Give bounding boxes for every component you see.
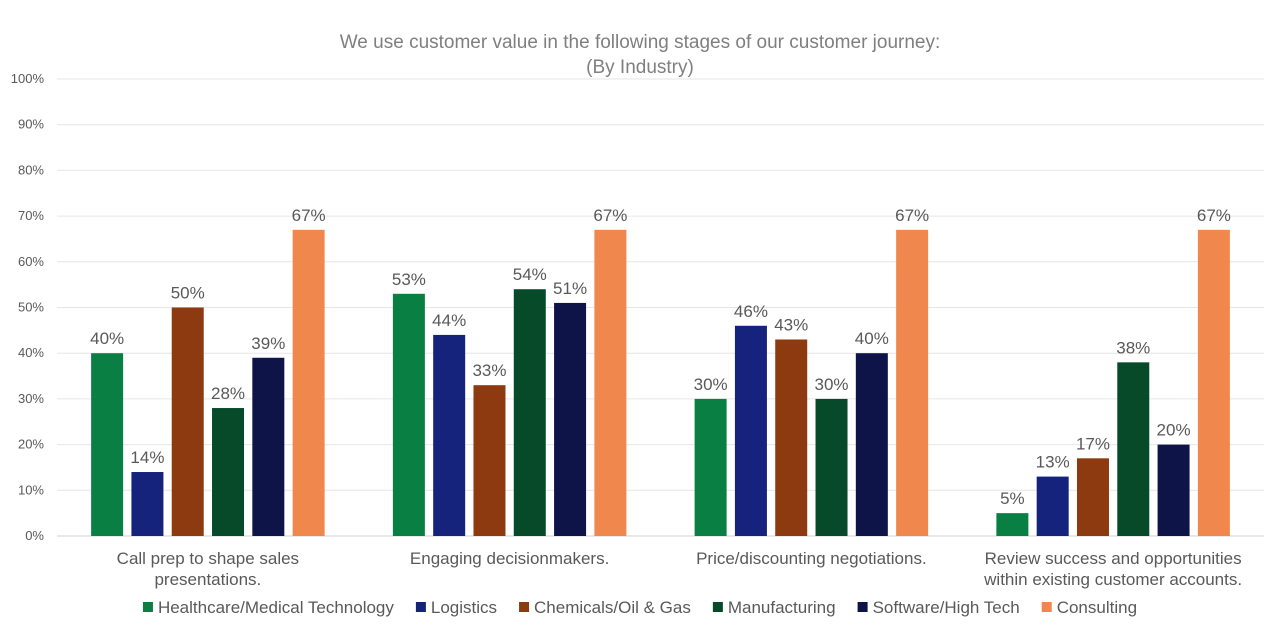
bar bbox=[131, 472, 164, 536]
y-tick-label: 40% bbox=[18, 345, 44, 360]
y-tick-label: 70% bbox=[18, 208, 44, 223]
data-label: 40% bbox=[855, 329, 889, 348]
y-tick-label: 50% bbox=[18, 300, 44, 315]
y-tick-label: 30% bbox=[18, 391, 44, 406]
legend-label: Software/High Tech bbox=[873, 598, 1020, 617]
data-label: 46% bbox=[734, 302, 768, 321]
category-label: Call prep to shape sales bbox=[117, 549, 299, 568]
legend-item: Consulting bbox=[1041, 598, 1137, 617]
chart-subtitle: (By Industry) bbox=[586, 57, 694, 78]
data-label: 17% bbox=[1076, 434, 1110, 453]
category-label: Engaging decisionmakers. bbox=[410, 549, 609, 568]
bar bbox=[513, 289, 546, 536]
bar bbox=[433, 334, 466, 536]
category-label: Review success and opportunities bbox=[985, 549, 1242, 568]
legend-item: Healthcare/Medical Technology bbox=[142, 598, 394, 617]
bar bbox=[212, 408, 245, 536]
bar bbox=[252, 357, 285, 536]
y-tick-label: 60% bbox=[18, 254, 44, 269]
x-axis-categories: Call prep to shape sales presentations. En… bbox=[117, 549, 1242, 589]
data-label: 30% bbox=[815, 375, 849, 394]
category-label: presentations. bbox=[154, 570, 261, 589]
y-tick-label: 20% bbox=[18, 437, 44, 452]
data-label: 14% bbox=[130, 448, 164, 467]
bar bbox=[554, 302, 587, 536]
bar bbox=[473, 385, 506, 536]
data-label: 51% bbox=[553, 279, 587, 298]
legend-label: Logistics bbox=[431, 598, 497, 617]
data-labels: 40% 14% 50% 28% 39% 67% 53% 44% 33% 54% 51% 67% 30% 4… bbox=[90, 206, 1231, 508]
bar bbox=[996, 513, 1029, 536]
data-label: 39% bbox=[251, 334, 285, 353]
data-label: 30% bbox=[694, 375, 728, 394]
data-label: 38% bbox=[1116, 338, 1150, 357]
data-label: 43% bbox=[774, 315, 808, 334]
legend-swatch bbox=[1041, 602, 1052, 612]
legend: Healthcare/Medical Technology Logistics Ch… bbox=[142, 598, 1137, 617]
legend-swatch bbox=[415, 602, 426, 612]
legend-swatch bbox=[712, 602, 723, 612]
bar bbox=[1197, 229, 1230, 536]
y-tick-label: 90% bbox=[18, 117, 44, 132]
bar bbox=[815, 398, 848, 536]
legend-swatch bbox=[857, 602, 868, 612]
bar bbox=[734, 325, 767, 536]
y-tick-label: 100% bbox=[11, 71, 45, 86]
data-label: 67% bbox=[593, 206, 627, 225]
bar bbox=[694, 398, 727, 536]
data-label: 67% bbox=[895, 206, 929, 225]
data-label: 13% bbox=[1036, 453, 1070, 472]
bar bbox=[896, 229, 929, 536]
data-label: 28% bbox=[211, 384, 245, 403]
bar bbox=[594, 229, 627, 536]
data-label: 40% bbox=[90, 329, 124, 348]
data-label: 20% bbox=[1157, 421, 1191, 440]
bar bbox=[1117, 362, 1150, 536]
bar bbox=[91, 353, 124, 536]
legend-label: Consulting bbox=[1057, 598, 1137, 617]
legend-item: Logistics bbox=[415, 598, 497, 617]
bar bbox=[392, 293, 425, 536]
legend-label: Healthcare/Medical Technology bbox=[158, 598, 394, 617]
bars bbox=[91, 229, 1230, 536]
data-label: 50% bbox=[171, 284, 205, 303]
y-tick-label: 0% bbox=[25, 528, 44, 543]
y-tick-label: 10% bbox=[18, 482, 44, 497]
y-tick-label: 80% bbox=[18, 162, 44, 177]
legend-item: Software/High Tech bbox=[857, 598, 1020, 617]
bar bbox=[1036, 476, 1069, 536]
bar bbox=[292, 229, 325, 536]
legend-swatch bbox=[519, 602, 530, 612]
data-label: 5% bbox=[1000, 489, 1025, 508]
data-label: 53% bbox=[392, 270, 426, 289]
data-label: 67% bbox=[1197, 206, 1231, 225]
bar bbox=[855, 353, 888, 536]
legend-label: Manufacturing bbox=[728, 598, 836, 617]
legend-label: Chemicals/Oil & Gas bbox=[534, 598, 691, 617]
legend-swatch bbox=[142, 602, 153, 612]
bar bbox=[775, 339, 808, 536]
bar bbox=[1076, 458, 1109, 536]
y-axis-ticks: 0% 10% 20% 30% 40% 50% 60% 70% 80% 90% 100% bbox=[11, 71, 45, 543]
category-label: Price/discounting negotiations. bbox=[696, 549, 927, 568]
category-label: within existing customer accounts. bbox=[983, 570, 1242, 589]
data-label: 54% bbox=[513, 265, 547, 284]
data-label: 67% bbox=[292, 206, 326, 225]
chart-title: We use customer value in the following s… bbox=[340, 32, 941, 53]
legend-item: Manufacturing bbox=[712, 598, 836, 617]
data-label: 44% bbox=[432, 311, 466, 330]
data-label: 33% bbox=[472, 361, 506, 380]
bar bbox=[171, 307, 204, 536]
bar bbox=[1157, 444, 1190, 536]
legend-item: Chemicals/Oil & Gas bbox=[519, 598, 691, 617]
